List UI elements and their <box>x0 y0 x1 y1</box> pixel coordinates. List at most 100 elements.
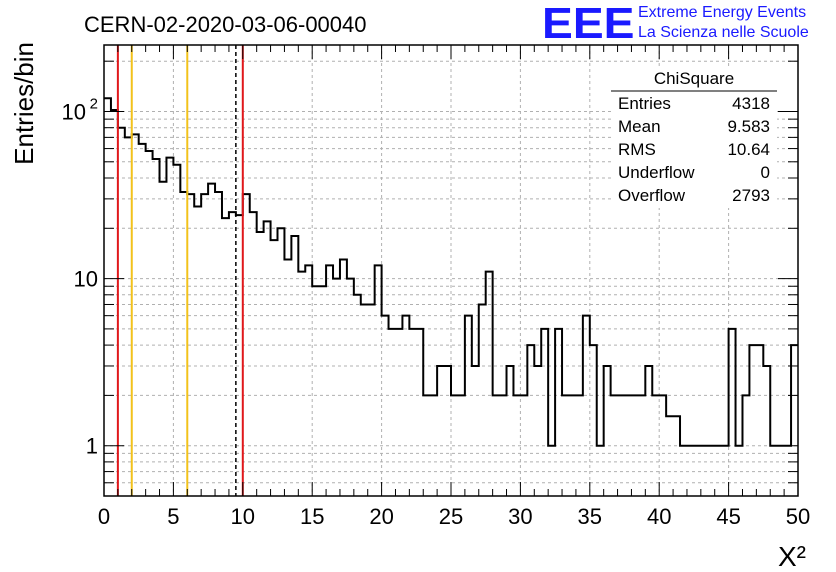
histogram-bin <box>368 304 375 496</box>
histogram-bin <box>680 446 687 496</box>
histogram-bin <box>444 366 451 496</box>
x-tick-label: 10 <box>231 504 255 529</box>
stats-value: 10.64 <box>727 140 770 159</box>
x-tick-label: 25 <box>439 504 463 529</box>
histogram <box>104 97 798 496</box>
reference-lines <box>116 45 244 496</box>
histogram-bin <box>597 446 604 496</box>
histogram-bin <box>437 366 444 496</box>
histogram-bin <box>139 144 146 496</box>
logo-line-2: La Scienza nelle Scuole <box>638 24 809 41</box>
histogram-bin <box>243 194 250 496</box>
x-tick-label: 40 <box>647 504 671 529</box>
histogram-bin <box>111 110 118 496</box>
histogram-bin <box>715 446 722 496</box>
y-tick-label: 1 <box>86 434 98 459</box>
histogram-bin <box>493 395 500 496</box>
x-tick-label: 5 <box>167 504 179 529</box>
stats-label: Entries <box>618 94 671 113</box>
histogram-bin <box>659 395 666 496</box>
histogram-bin <box>118 128 125 496</box>
histogram-bin <box>722 446 729 496</box>
stats-value: 0 <box>761 163 770 182</box>
histogram-bin <box>652 395 659 496</box>
y-tick-label: 10 <box>74 267 98 292</box>
histogram-bin <box>451 395 458 496</box>
histogram-bin <box>173 165 180 496</box>
histogram-bin <box>326 265 333 496</box>
histogram-bin <box>611 395 618 496</box>
eee-logo-mark: EEE <box>542 0 635 48</box>
histogram-bin <box>742 395 749 496</box>
histogram-bin <box>236 215 243 496</box>
histogram-bin <box>166 158 173 496</box>
histogram-bin <box>534 366 541 496</box>
x-tick-label: 50 <box>786 504 810 529</box>
histogram-bin <box>229 212 236 496</box>
histogram-bin <box>278 228 285 496</box>
histogram-bin <box>298 272 305 496</box>
stats-value: 9.583 <box>727 117 770 136</box>
x-axis-label: X² <box>778 541 806 572</box>
histogram-bin <box>125 137 132 496</box>
histogram-bin <box>687 446 694 496</box>
histogram-bin <box>319 286 326 496</box>
histogram-bin <box>541 329 548 496</box>
histogram-bin <box>187 194 194 496</box>
histogram-bin <box>347 279 354 496</box>
histogram-bin <box>618 395 625 496</box>
histogram-bin <box>340 260 347 496</box>
histogram-bin <box>666 416 673 496</box>
x-tick-label: 35 <box>578 504 602 529</box>
histogram-bin <box>791 345 798 496</box>
histogram-bin <box>583 316 590 496</box>
histogram-bin <box>520 395 527 496</box>
stats-title: ChiSquare <box>654 69 734 88</box>
histogram-bin <box>708 446 715 496</box>
histogram-bin <box>673 416 680 496</box>
histogram-step-line <box>104 97 798 447</box>
histogram-bin <box>472 366 479 496</box>
histogram-bin <box>458 395 465 496</box>
histogram-bin <box>423 395 430 496</box>
x-tick-label: 45 <box>716 504 740 529</box>
x-tick-label: 30 <box>508 504 532 529</box>
histogram-bin <box>569 395 576 496</box>
histogram-bin <box>555 329 562 496</box>
histogram-bin <box>548 446 555 496</box>
histogram-bin <box>576 395 583 496</box>
histogram-bin <box>770 446 777 496</box>
histogram-bin <box>312 286 319 496</box>
histogram-bin <box>562 395 569 496</box>
stats-value: 4318 <box>732 94 770 113</box>
histogram-bin <box>132 134 139 496</box>
chart-title: CERN-02-2020-03-06-00040 <box>84 12 367 37</box>
histogram-bin <box>479 304 486 496</box>
histogram-bin <box>104 98 111 496</box>
histogram-bin <box>527 345 534 496</box>
histogram-bin <box>590 345 597 496</box>
histogram-bin <box>631 395 638 496</box>
histogram-bin <box>375 265 382 496</box>
histogram-bin <box>354 295 361 496</box>
histogram-bin <box>513 395 520 496</box>
histogram-bin <box>194 207 201 496</box>
stats-label: Overflow <box>618 186 686 205</box>
histogram-bin <box>333 279 340 496</box>
stats-label: Mean <box>618 117 661 136</box>
histogram-bin <box>180 192 187 496</box>
histogram-bin <box>736 446 743 496</box>
histogram-bin <box>430 395 437 496</box>
x-tick-label: 0 <box>98 504 110 529</box>
histogram-bin <box>208 184 215 496</box>
histogram-bin <box>749 345 756 496</box>
histogram-bin <box>389 329 396 496</box>
logo-line-1: Extreme Energy Events <box>638 4 807 21</box>
histogram-bin <box>756 345 763 496</box>
histogram-bin <box>625 395 632 496</box>
histogram-bin <box>402 316 409 496</box>
histogram-bin <box>701 446 708 496</box>
histogram-bin <box>257 232 264 496</box>
histogram-bin <box>271 240 278 496</box>
